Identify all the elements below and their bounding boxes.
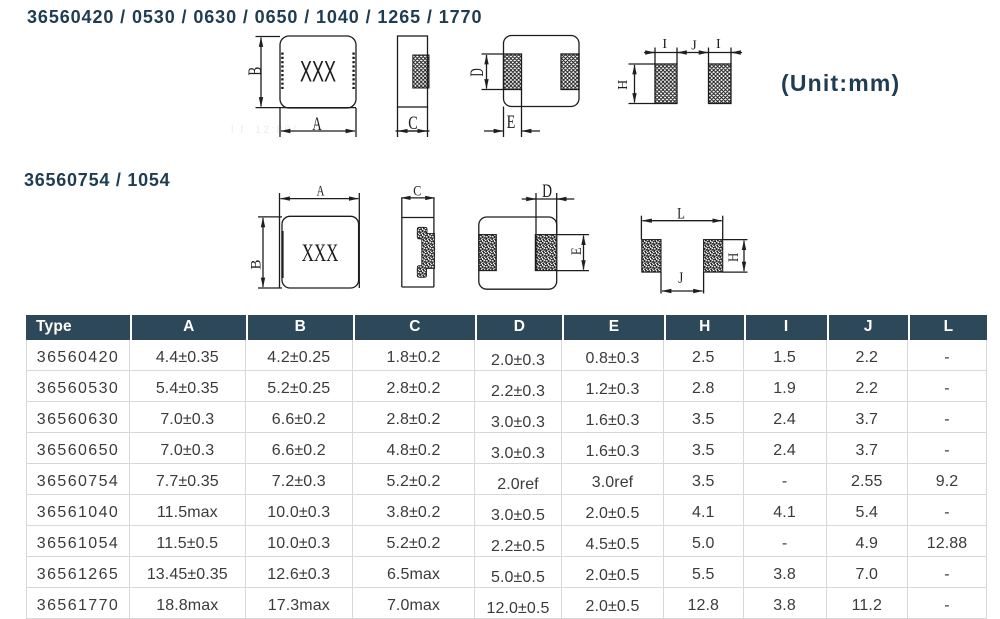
svg-text:H: H: [616, 80, 631, 90]
svg-text:I: I: [662, 37, 667, 52]
svg-text:B: B: [243, 67, 265, 76]
svg-text:D: D: [542, 180, 552, 202]
svg-text:C: C: [413, 182, 421, 199]
svg-text:A: A: [312, 114, 322, 135]
svg-text:J: J: [678, 270, 683, 288]
svg-text:C: C: [408, 112, 418, 133]
svg-text:J: J: [691, 39, 697, 54]
svg-text:H: H: [726, 253, 742, 262]
svg-text:XXX: XXX: [302, 239, 339, 267]
svg-text:I: I: [716, 37, 721, 52]
svg-text:E: E: [569, 247, 585, 255]
svg-text:B: B: [249, 259, 265, 269]
svg-text:A: A: [317, 182, 325, 199]
svg-text:L: L: [677, 205, 685, 223]
svg-text:E: E: [507, 111, 516, 132]
svg-text:D: D: [467, 68, 488, 76]
svg-text:XXX: XXX: [300, 56, 336, 89]
